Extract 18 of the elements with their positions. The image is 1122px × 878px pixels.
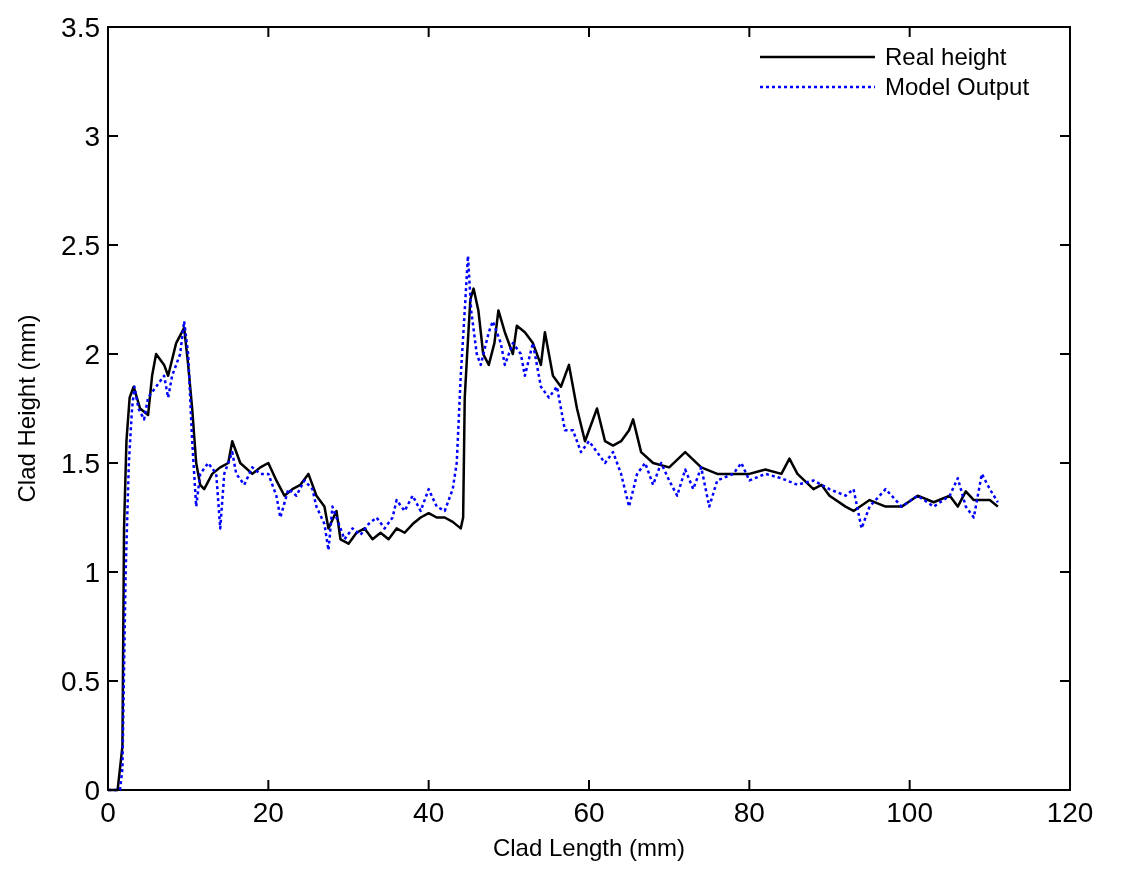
y-tick-label: 1	[84, 556, 100, 588]
x-tick-label: 40	[413, 797, 445, 828]
x-tick-label: 80	[733, 797, 765, 828]
y-tick-label: 3.5	[61, 11, 100, 43]
x-tick-label: 100	[886, 797, 934, 828]
legend-label: Model Output	[885, 73, 1030, 101]
legend-label: Real height	[885, 43, 1007, 71]
y-tick-label: 0.5	[61, 665, 100, 697]
y-tick-label: 3	[84, 120, 100, 152]
x-tick-label: 60	[573, 797, 605, 828]
y-axis-title: Clad Height (mm)	[13, 314, 40, 503]
y-tick-label: 2.5	[61, 229, 100, 261]
y-tick-label: 2	[84, 338, 100, 370]
y-tick-label: 0	[84, 774, 100, 806]
x-tick-label: 120	[1046, 797, 1094, 828]
x-axis-title: Clad Length (mm)	[492, 834, 686, 861]
x-tick-label: 20	[252, 797, 284, 828]
y-tick-label: 1.5	[61, 447, 100, 479]
